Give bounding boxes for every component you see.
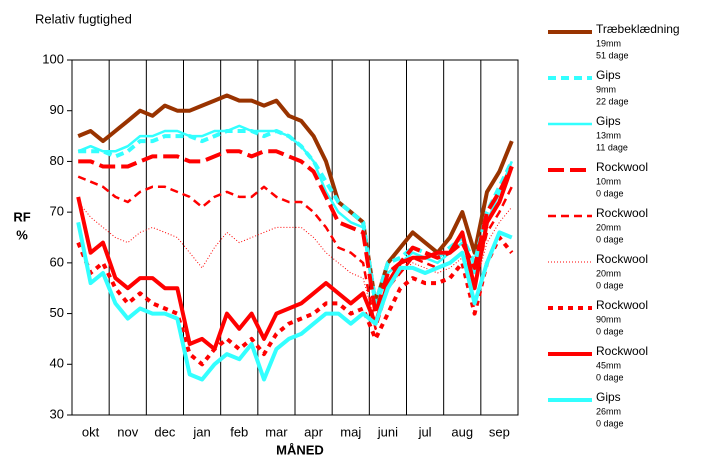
legend-thickness: 19mm (596, 38, 621, 48)
legend-days: 22 dage (596, 96, 629, 106)
x-tick-label: jul (418, 424, 432, 439)
legend-thickness: 90mm (596, 314, 621, 324)
legend-days: 51 dage (596, 50, 629, 60)
legend-label: Gips (596, 390, 621, 404)
y-tick-label: 70 (50, 204, 64, 219)
legend-thickness: 9mm (596, 84, 616, 94)
legend-label: Rockwool (596, 344, 648, 358)
x-tick-label: sep (489, 424, 510, 439)
legend-thickness: 45mm (596, 360, 621, 370)
legend-thickness: 10mm (596, 176, 621, 186)
x-tick-label: maj (340, 424, 361, 439)
x-tick-label: feb (230, 424, 248, 439)
x-tick-label: nov (117, 424, 138, 439)
series-line (76, 221, 513, 382)
y-tick-label: 60 (50, 254, 64, 269)
series-line (76, 165, 514, 352)
legend-thickness: 20mm (596, 222, 621, 232)
x-tick-label: jan (192, 424, 210, 439)
chart-title: Relativ fugtighed (35, 11, 132, 26)
legend-thickness: 26mm (596, 406, 621, 416)
series-line (78, 149, 514, 316)
legend-label: Rockwool (596, 298, 648, 312)
x-tick-label: dec (154, 424, 175, 439)
legend-days: 11 dage (596, 142, 628, 152)
legend-thickness: 13mm (596, 130, 621, 140)
y-axis-label: RF (13, 209, 30, 224)
x-axis-label: MÅNED (276, 442, 324, 457)
x-tick-label: okt (82, 424, 100, 439)
legend-label: Rockwool (596, 160, 648, 174)
legend-label: Gips (596, 114, 621, 128)
legend-days: 0 dage (596, 418, 624, 428)
legend-days: 0 dage (596, 326, 624, 336)
y-tick-label: 100 (42, 51, 64, 66)
y-axis-label: % (16, 227, 28, 242)
legend-label: Rockwool (596, 206, 648, 220)
x-tick-label: apr (304, 424, 323, 439)
y-tick-label: 50 (50, 305, 64, 320)
x-tick-label: mar (265, 424, 288, 439)
legend-thickness: 20mm (596, 268, 621, 278)
legend-days: 0 dage (596, 188, 624, 198)
y-tick-label: 30 (50, 406, 64, 421)
legend-label: Rockwool (596, 252, 648, 266)
legend-label: Træbeklædning (596, 22, 680, 36)
y-tick-label: 80 (50, 153, 64, 168)
legend-days: 0 dage (596, 372, 624, 382)
legend-days: 0 dage (596, 234, 624, 244)
y-tick-label: 90 (50, 102, 64, 117)
legend-days: 0 dage (596, 280, 624, 290)
legend-label: Gips (596, 68, 621, 82)
x-tick-label: aug (451, 424, 473, 439)
series-line (77, 124, 513, 310)
x-tick-label: juni (377, 424, 398, 439)
y-tick-label: 40 (50, 356, 64, 371)
series-line (77, 93, 514, 306)
